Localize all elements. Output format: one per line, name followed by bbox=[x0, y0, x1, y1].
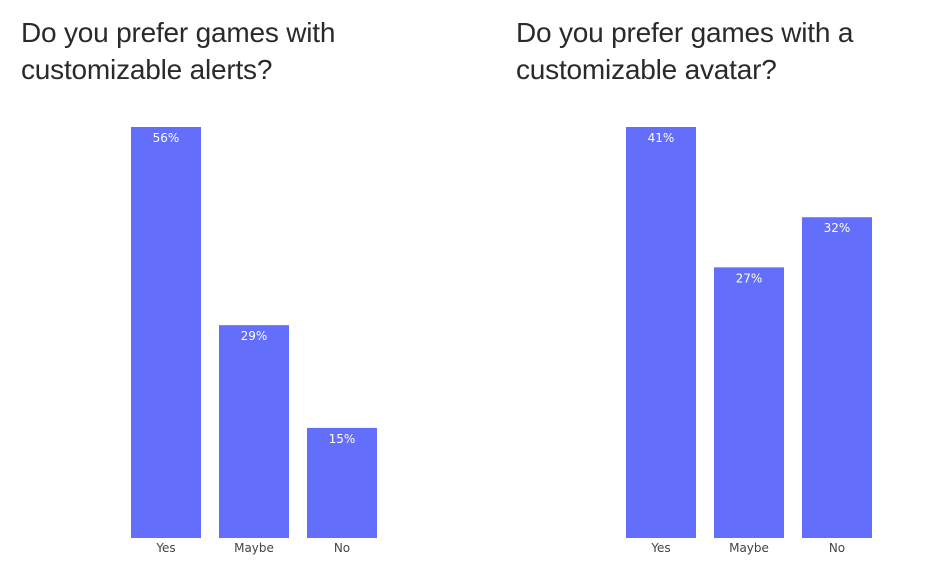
bar-yes bbox=[626, 127, 696, 538]
bar-yes bbox=[131, 127, 201, 538]
bar-value-label: 56% bbox=[153, 131, 180, 145]
bar-value-label: 29% bbox=[241, 329, 268, 343]
bar-maybe bbox=[219, 325, 289, 538]
bar-value-label: 27% bbox=[736, 271, 763, 285]
x-tick-label: Yes bbox=[155, 541, 175, 555]
bar-maybe bbox=[714, 267, 784, 538]
chart-panel-alerts: Do you prefer games with customizable al… bbox=[0, 0, 470, 568]
x-tick-label: No bbox=[829, 541, 845, 555]
x-tick-label: Yes bbox=[650, 541, 670, 555]
bar-value-label: 41% bbox=[648, 131, 675, 145]
bar-chart-avatar: 41% Yes 27% Maybe 32% No bbox=[626, 127, 872, 555]
x-tick-label: Maybe bbox=[234, 541, 274, 555]
chart-title: Do you prefer games with a customizable … bbox=[516, 17, 854, 85]
bar-value-label: 15% bbox=[329, 432, 356, 446]
chart-panel-avatar: Do you prefer games with a customizable … bbox=[495, 0, 947, 568]
bar-no bbox=[307, 427, 377, 538]
bar-value-label: 32% bbox=[824, 221, 851, 235]
bar-chart-alerts: 56% Yes 29% Maybe 15% No bbox=[131, 127, 377, 555]
chart-title: Do you prefer games with customizable al… bbox=[21, 17, 336, 85]
x-tick-label: Maybe bbox=[729, 541, 769, 555]
bar-no bbox=[802, 217, 872, 538]
x-tick-label: No bbox=[334, 541, 350, 555]
